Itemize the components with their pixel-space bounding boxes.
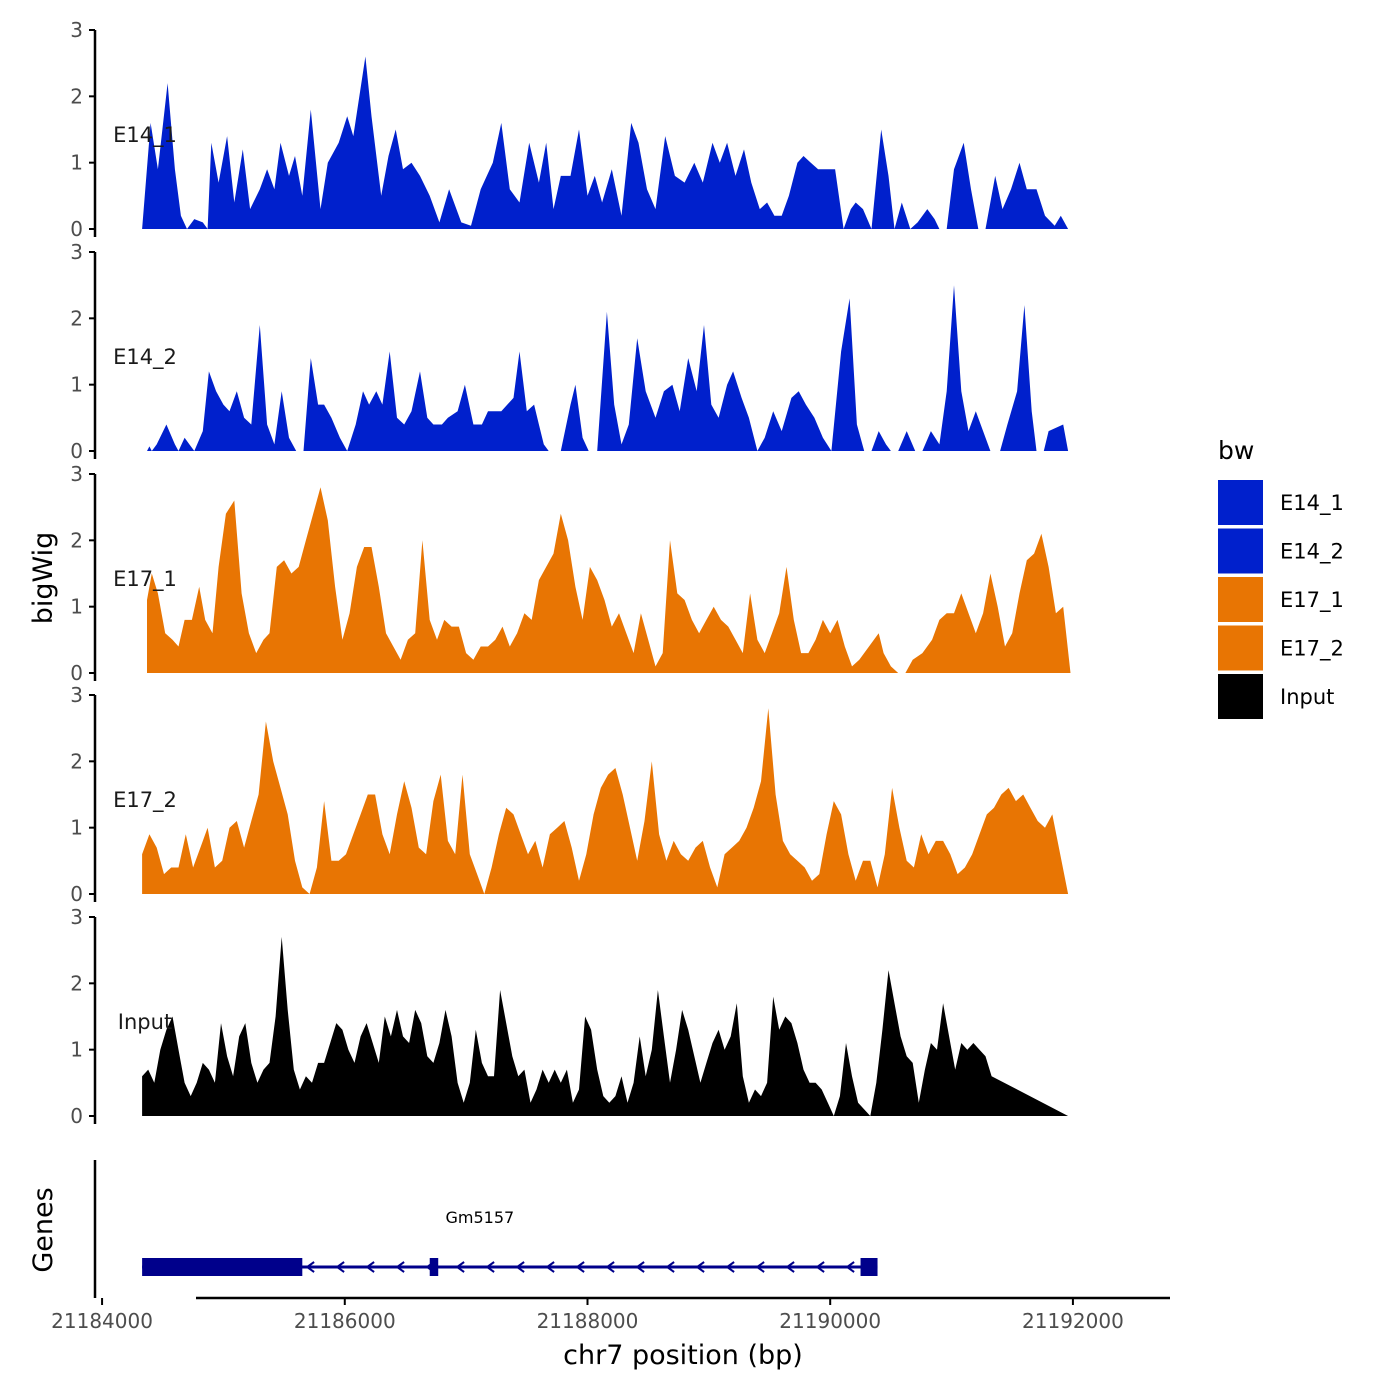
strand-arrow [785, 1261, 795, 1273]
signal-area-Input [142, 936, 1069, 1116]
legend-swatch-E14_1 [1218, 480, 1263, 525]
y-tick-label-E14_2-3: 3 [70, 240, 83, 264]
x-tick-label-21184000: 21184000 [51, 1309, 153, 1333]
track-label-E14_2: E14_2 [113, 345, 177, 370]
strand-arrow [395, 1261, 405, 1273]
track-label-Input: Input [118, 1010, 172, 1034]
track-E17_2: 0 1 2 3 E17_2 [70, 683, 1069, 906]
exon-2 [429, 1258, 439, 1276]
y-tick-label-Input-1: 1 [70, 1038, 83, 1062]
y-tick-label-E14_2-2: 2 [70, 306, 83, 330]
legend-title: bw [1218, 436, 1254, 465]
legend-label-E14_2: E14_2 [1280, 540, 1344, 565]
strand-arrow [695, 1261, 705, 1273]
strand-arrow [335, 1261, 345, 1273]
legend-label-Input: Input [1280, 685, 1334, 709]
signal-area-E17_2 [142, 708, 1069, 894]
legend-swatch-E14_2 [1218, 528, 1263, 574]
strand-arrow [635, 1261, 645, 1273]
genes-axis-title: Genes [28, 1187, 59, 1272]
strand-arrow [605, 1261, 615, 1273]
strand-arrow [845, 1261, 855, 1273]
track-E17_1: 0 1 2 3 E17_1 [70, 462, 1071, 685]
y-tick-label-E14_1-1: 1 [70, 151, 83, 175]
legend-label-E14_1: E14_1 [1280, 491, 1344, 516]
strand-arrow [455, 1261, 465, 1273]
signal-area-E17_1 [147, 487, 1071, 673]
y-tick-label-E14_1-0: 0 [70, 217, 83, 241]
strand-arrow [815, 1261, 825, 1273]
gene-track: Gm5157 [93, 1160, 878, 1298]
x-tick-label-21190000: 21190000 [779, 1309, 881, 1333]
x-tick-label-21188000: 21188000 [537, 1309, 639, 1333]
y-tick-label-E14_1-2: 2 [70, 84, 83, 108]
x-axis: 21184000 21186000 21188000 21190000 21192000 [51, 1296, 1170, 1333]
legend-swatch-E17_1 [1218, 577, 1263, 622]
legend-swatch-E17_2 [1218, 625, 1263, 671]
legend-swatch-Input [1218, 674, 1263, 719]
y-tick-label-E17_1-2: 2 [70, 528, 83, 552]
gene-name-label: Gm5157 [445, 1208, 514, 1227]
strand-arrow [755, 1261, 765, 1273]
signal-tracks: 0 1 2 3 E14_1 0 1 2 3 E14_2 0 1 2 3 E17_1 0 1 2 3 E17_2 0 1 2 3… [70, 18, 1071, 1128]
y-tick-label-E17_1-3: 3 [70, 462, 83, 486]
strand-arrow [365, 1261, 375, 1273]
y-tick-label-Input-3: 3 [70, 905, 83, 929]
strand-arrow [485, 1261, 495, 1273]
x-tick-label-21186000: 21186000 [294, 1309, 396, 1333]
y-tick-label-E17_2-3: 3 [70, 683, 83, 707]
y-tick-label-E14_2-1: 1 [70, 373, 83, 397]
track-Input: 0 1 2 3 Input [70, 905, 1069, 1128]
y-tick-label-Input-2: 2 [70, 971, 83, 995]
y-tick-label-E17_1-1: 1 [70, 595, 83, 619]
track-label-E14_1: E14_1 [113, 123, 177, 148]
exon-3 [860, 1258, 878, 1276]
legend: bw E14_1 E14_2 E17_1 E17_2 Input [1218, 436, 1344, 719]
y-tick-label-E17_2-0: 0 [70, 882, 83, 906]
exon-1 [142, 1258, 303, 1276]
strand-arrow [305, 1261, 315, 1273]
y-tick-label-E14_2-0: 0 [70, 439, 83, 463]
x-tick-label-21192000: 21192000 [1022, 1309, 1124, 1333]
strand-arrow [515, 1261, 525, 1273]
track-E14_1: 0 1 2 3 E14_1 [70, 18, 1069, 241]
y-axis-title: bigWig [28, 532, 59, 625]
track-E14_2: 0 1 2 3 E14_2 [70, 240, 1069, 463]
signal-area-E14_1 [142, 56, 1069, 229]
strand-arrow [575, 1261, 585, 1273]
y-tick-label-E17_2-1: 1 [70, 816, 83, 840]
y-tick-label-E17_2-2: 2 [70, 749, 83, 773]
x-axis-title: chr7 position (bp) [563, 1340, 803, 1371]
strand-arrow [665, 1261, 675, 1273]
strand-arrow [545, 1261, 555, 1273]
y-tick-label-Input-0: 0 [70, 1104, 83, 1128]
y-tick-label-E14_1-3: 3 [70, 18, 83, 42]
legend-label-E17_2: E17_2 [1280, 637, 1344, 662]
strand-arrow [725, 1261, 735, 1273]
legend-label-E17_1: E17_1 [1280, 588, 1344, 613]
track-label-E17_1: E17_1 [113, 567, 177, 592]
y-tick-label-E17_1-0: 0 [70, 661, 83, 685]
track-label-E17_2: E17_2 [113, 788, 177, 813]
signal-area-E14_2 [147, 285, 1069, 451]
